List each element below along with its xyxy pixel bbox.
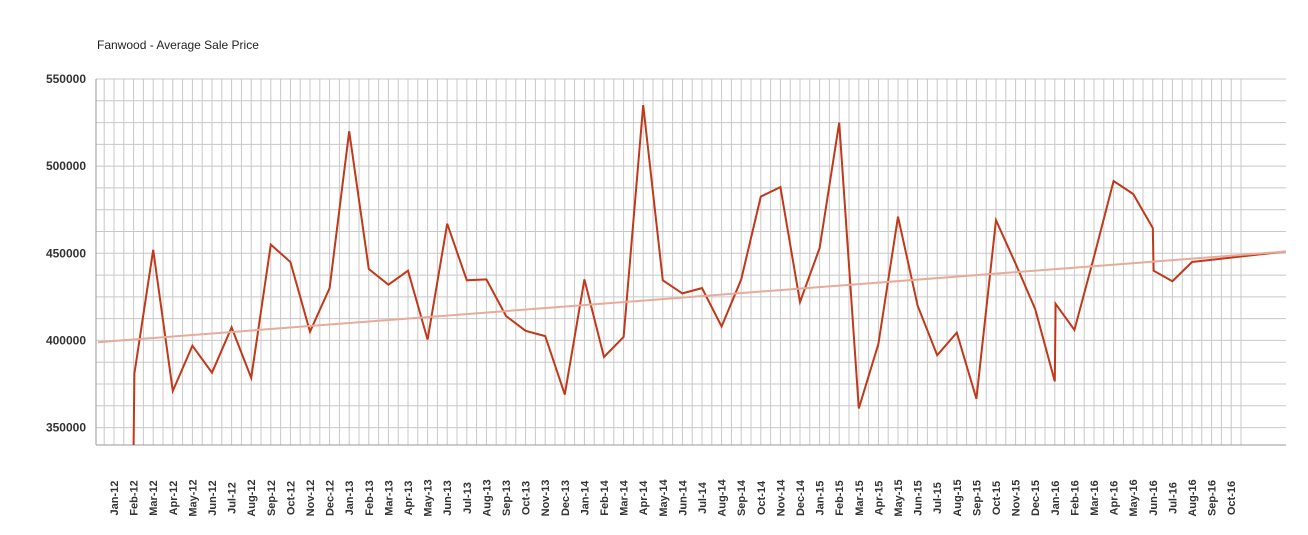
x-tick-label: Dec-15: [1030, 480, 1042, 516]
x-tick-label: Oct-12: [285, 481, 297, 515]
series-line: [132, 104, 1287, 446]
x-tick-label: May-14: [658, 478, 670, 516]
x-tick-label: Feb-16: [1069, 480, 1081, 515]
y-tick-label: 450000: [46, 246, 86, 260]
x-tick-label: Feb-15: [834, 480, 846, 515]
x-tick-label: Nov-12: [305, 480, 317, 517]
trend-line: [97, 250, 1287, 344]
x-tick-label: Apr-13: [403, 481, 415, 516]
x-tick-label: Mar-16: [1089, 480, 1101, 515]
x-tick-label: Mar-13: [383, 480, 395, 515]
series: [97, 104, 1287, 446]
x-tick-label: Sep-14: [736, 479, 748, 516]
y-tick-label: 400000: [46, 333, 86, 347]
x-tick-label: Dec-14: [795, 479, 807, 516]
x-tick-label: Jul-16: [1167, 482, 1179, 514]
x-tick-label: Jul-13: [462, 482, 474, 514]
x-tick-label: Apr-14: [638, 480, 650, 516]
grid: [96, 78, 1286, 445]
x-tick-label: Sep-12: [266, 480, 278, 516]
x-tick-label: Sep-13: [501, 480, 513, 516]
x-tick-label: Dec-12: [325, 480, 337, 516]
x-tick-label: Mar-12: [148, 480, 160, 515]
x-tick-label: Jun-14: [677, 479, 689, 515]
x-tick-label: Aug-15: [952, 479, 964, 516]
x-tick-label: Aug-16: [1187, 479, 1199, 516]
x-tick-label: Apr-12: [168, 481, 180, 516]
axes: [95, 79, 1286, 446]
x-tick-label: Jun-13: [442, 480, 454, 515]
x-tick-label: May-16: [1128, 479, 1140, 516]
x-tick-label: Feb-13: [364, 480, 376, 515]
x-tick-label: Jan-15: [815, 481, 827, 516]
x-tick-label: Jun-12: [207, 480, 219, 515]
x-tick-label: Jan-13: [344, 481, 356, 516]
x-tick-label: Aug-12: [246, 479, 258, 516]
x-tick-label: May-15: [893, 479, 905, 516]
x-tick-label: Oct-13: [521, 481, 533, 515]
x-tick-label: Oct-15: [991, 481, 1003, 515]
x-tick-label: May-13: [423, 479, 435, 516]
x-tick-label: Jul-12: [227, 482, 239, 514]
x-tick-label: Oct-14: [756, 480, 768, 515]
x-tick-label: Jun-15: [913, 480, 925, 515]
x-tick-label: Mar-14: [619, 479, 631, 515]
x-tick-label: Mar-15: [854, 480, 866, 515]
x-tick-label: Nov-15: [1011, 480, 1023, 517]
chart-title: Fanwood - Average Sale Price: [97, 38, 259, 52]
y-tick-label: 350000: [46, 421, 86, 435]
x-tick-label: Aug-13: [481, 479, 493, 516]
y-tick-label: 550000: [46, 72, 86, 86]
x-tick-label: Jan-16: [1050, 481, 1062, 516]
x-tick-label: Feb-12: [129, 480, 141, 515]
x-tick-label: Jun-16: [1148, 480, 1160, 515]
x-axis-ticks: Jan-12 Feb-12 Mar-12 Apr-12 May-12 Jun-12 Jul-…: [109, 478, 1238, 516]
x-tick-label: Feb-14: [599, 479, 611, 515]
x-tick-label: Apr-15: [873, 481, 885, 516]
x-tick-label: Aug-14: [717, 478, 729, 516]
x-tick-label: Sep-16: [1207, 480, 1219, 516]
x-tick-label: Jul-14: [697, 481, 709, 514]
x-tick-label: Jan-12: [109, 481, 121, 516]
x-tick-label: Dec-13: [560, 480, 572, 516]
x-tick-label: Jul-15: [932, 482, 944, 514]
x-tick-label: Nov-14: [775, 479, 787, 517]
x-tick-label: Nov-13: [540, 480, 552, 517]
x-tick-label: May-12: [187, 479, 199, 516]
x-tick-label: Apr-16: [1109, 481, 1121, 516]
x-tick-label: Oct-16: [1226, 481, 1238, 515]
y-axis-ticks: 350000 400000 450000 500000 550000: [46, 72, 86, 435]
x-tick-label: Jan-14: [579, 480, 591, 516]
x-tick-label: Sep-15: [971, 480, 983, 516]
y-tick-label: 500000: [46, 159, 86, 173]
